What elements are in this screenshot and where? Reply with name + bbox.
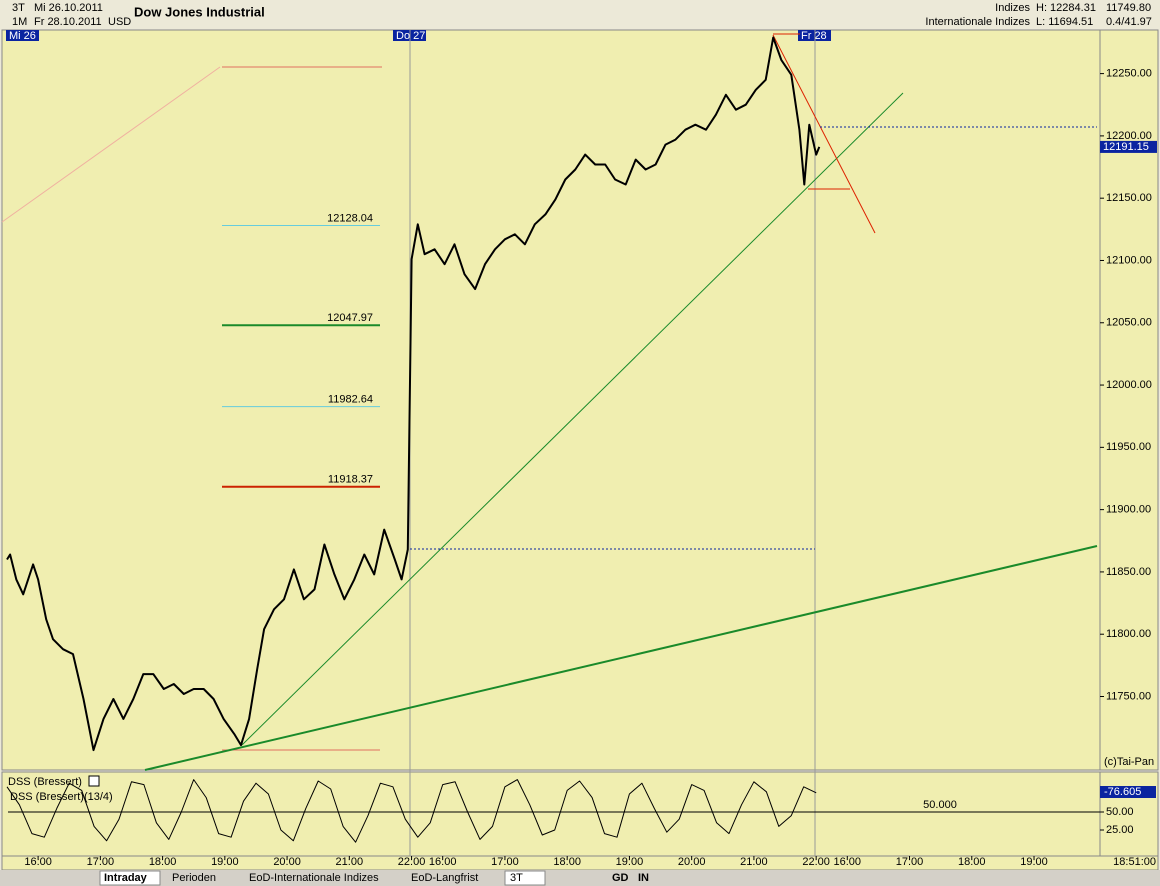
indicator-last-bg [1100,786,1156,798]
last-price-label: 12191.15 [1103,141,1149,153]
high: H: 12284.31 [1036,2,1096,14]
y-tick-label: 12250.00 [1106,68,1152,80]
tab-label[interactable]: EoD-Langfrist [411,872,478,884]
toolbar: Intraday Perioden EoD-Internationale Ind… [99,870,649,886]
period: 1M [12,16,27,28]
level-label: 11918.37 [328,474,373,486]
tab-label[interactable]: Intraday [104,872,148,884]
expand-button[interactable] [88,775,100,787]
chart-title: Dow Jones Industrial [134,4,265,19]
tab-label[interactable]: EoD-Internationale Indizes [249,872,379,884]
trend-line [772,34,876,234]
x-tick-label: 20:00 [273,856,301,868]
x-tick-label: 17:00 [87,856,115,868]
y-tick-label: 12200.00 [1106,130,1152,142]
day-marker: Do 27 [396,30,425,42]
x-tick-label: 21:00 [740,856,768,868]
x-tick-label: 18:00 [958,856,986,868]
x-tick-label: 19:00 [1020,856,1048,868]
indicator-title: DSS (Bressert) [8,776,82,788]
y-tick-label: 25.00 [1106,824,1134,836]
y-tick-label: 11750.00 [1106,690,1151,702]
last-price-bg [1100,140,1157,153]
currency: USD [108,16,131,28]
tab-label[interactable]: Perioden [172,872,216,884]
y-tick-label: 11850.00 [1106,566,1151,578]
trend-line [1,66,221,223]
period-label[interactable]: 3T [510,872,523,884]
trend-line [241,92,904,746]
low: L: 11694.51 [1036,16,1093,28]
price-line [6,36,821,752]
change: 0.4/41.97 [1106,16,1152,28]
close: 11749.80 [1106,2,1151,14]
axis-bg [1099,29,1159,771]
copyright: (c)Tai-Pan [1104,756,1154,768]
button[interactable]: GD [612,872,629,884]
date-from: Mi 26.10.2011 [34,2,103,14]
x-tick-label: 21:00 [336,856,364,868]
day-marker: Mi 26 [9,30,36,42]
plot-bg [1,29,1101,771]
x-tick-label: 17:00 [491,856,519,868]
x-tick-label: 18:00 [149,856,177,868]
header-bg [0,0,1160,30]
y-tick-label: 11900.00 [1106,504,1151,516]
clock: 18:51:00 [1113,856,1156,868]
y-tick-label: 11800.00 [1106,628,1151,640]
price-line [6,779,817,843]
level-label: 11982.64 [328,394,373,406]
level-label: 12047.97 [327,312,373,324]
x-tick-label: 16:00 [429,856,457,868]
y-tick-label: 12100.00 [1106,254,1152,266]
y-tick-label: 12050.00 [1106,317,1152,329]
indicator-subtitle: DSS (Bressert)(13/4) [10,791,113,803]
button[interactable]: IN [638,872,649,884]
x-tick-label: 22:00 [802,856,830,868]
subgroup: Internationale Indizes [925,16,1030,28]
x-tick-label: 22:00 [398,856,426,868]
period-select[interactable] [504,870,546,886]
x-tick-label: 19:00 [211,856,239,868]
reference-label: 50.000 [923,799,957,811]
period: 3T [12,2,25,14]
day-marker-bg [6,30,39,41]
y-tick-label: 11950.00 [1106,441,1151,453]
date-to: Fr 28.10.2011 [34,16,102,28]
y-tick-label: 50.00 [1106,806,1134,818]
tab[interactable] [99,870,161,886]
x-tick-label: 16:00 [834,856,862,868]
y-tick-label: 12000.00 [1106,379,1152,391]
x-tick-label: 20:00 [678,856,706,868]
day-marker: Fr 28 [801,30,827,42]
toolbar-bg [0,870,1160,886]
indicator-last: -76.605 [1104,786,1141,798]
x-tick-label: 19:00 [616,856,644,868]
indicator-bg [1,771,1101,857]
level-label: 12128.04 [327,212,373,224]
x-tick-label: 18:00 [553,856,581,868]
x-tick-label: 17:00 [896,856,924,868]
x-tick-label: 16:00 [24,856,52,868]
trend-line [144,545,1098,771]
group: Indizes [995,2,1030,14]
y-tick-label: 12150.00 [1106,192,1152,204]
